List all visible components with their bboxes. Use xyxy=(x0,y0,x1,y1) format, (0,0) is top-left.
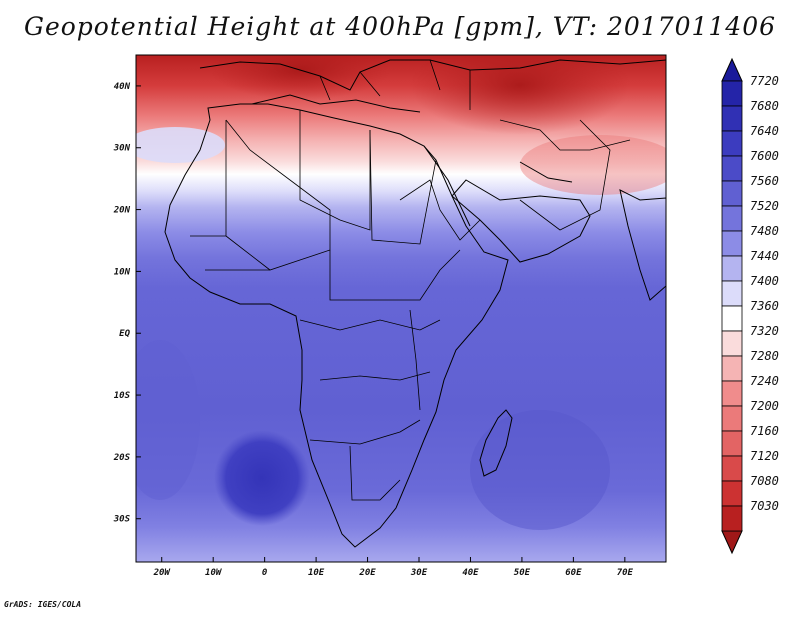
colorbar-swatch xyxy=(721,455,743,482)
colorbar-swatch xyxy=(721,155,743,182)
colorbar-label: 7600 xyxy=(750,149,779,163)
arabia-coastline xyxy=(451,179,591,263)
colorbar-label: 7480 xyxy=(750,224,779,238)
persian-gulf xyxy=(519,161,573,183)
coastlines xyxy=(164,59,666,548)
colorbar-swatch xyxy=(721,205,743,232)
x-tick-label: 30E xyxy=(410,568,428,578)
colorbar-swatch xyxy=(721,405,743,432)
colorbar-swatch xyxy=(721,280,743,307)
y-tick-label: EQ xyxy=(119,329,130,339)
x-tick-label: 40E xyxy=(462,568,479,578)
colorbar-label: 7120 xyxy=(750,449,779,463)
colorbar-top-arrow xyxy=(721,57,743,82)
colorbar-label: 7320 xyxy=(750,324,779,338)
x-tick-label: 20E xyxy=(358,568,376,578)
colorbar-label: 7560 xyxy=(750,174,779,188)
colorbar-label: 7520 xyxy=(750,199,779,213)
colorbar-label: 7280 xyxy=(750,349,779,363)
chart-title: Geopotential Height at 400hPa [gpm], VT:… xyxy=(23,12,777,41)
colorbar-swatch xyxy=(721,330,743,357)
country-borders xyxy=(190,59,631,501)
colorbar-swatch xyxy=(721,180,743,207)
india-coastline xyxy=(619,189,666,301)
colorbar-label: 7200 xyxy=(750,399,779,413)
x-tick-label: 20W xyxy=(153,568,172,578)
y-tick-label: 20N xyxy=(113,206,131,216)
colorbar-label: 7400 xyxy=(750,274,779,288)
x-tick-label: 10W xyxy=(205,568,223,578)
colorbar-label: 7080 xyxy=(750,474,779,488)
grads-credit: GrADS: IGES/COLA xyxy=(4,600,82,609)
colorbar: 7720 7680 7640 7600 7560 7520 7480 7440 7400 7360… xyxy=(721,57,779,555)
y-tick-label: 30N xyxy=(113,144,131,154)
y-axis: 40N 30N 20N 10N EQ 10S 20S 30S xyxy=(113,82,141,525)
y-tick-label: 20S xyxy=(113,453,131,463)
y-tick-label: 30S xyxy=(113,515,131,525)
colorbar-label: 7440 xyxy=(750,249,779,263)
madagascar-coastline xyxy=(479,409,513,477)
colorbar-label: 7240 xyxy=(750,374,779,388)
colorbar-swatch xyxy=(721,105,743,132)
africa-coastline xyxy=(164,103,509,548)
x-tick-label: 0 xyxy=(262,568,268,578)
colorbar-swatch xyxy=(721,480,743,507)
colorbar-swatch xyxy=(721,80,743,107)
x-tick-label: 50E xyxy=(514,568,531,578)
colorbar-swatch xyxy=(721,380,743,407)
height-field xyxy=(136,55,666,562)
colorbar-swatch xyxy=(721,255,743,282)
red-sea xyxy=(423,145,471,227)
colorbar-label: 7640 xyxy=(750,124,779,138)
mediterranean-south xyxy=(251,94,421,113)
europe-coastline xyxy=(199,59,666,91)
colorbar-label: 7360 xyxy=(750,299,779,313)
colorbar-swatch xyxy=(721,305,743,332)
colorbar-swatch xyxy=(721,230,743,257)
x-tick-label: 70E xyxy=(617,568,634,578)
colorbar-label: 7030 xyxy=(750,499,779,513)
y-tick-label: 10S xyxy=(114,391,131,401)
colorbar-label: 7680 xyxy=(750,99,779,113)
x-tick-label: 10E xyxy=(308,568,325,578)
y-tick-label: 40N xyxy=(114,82,131,92)
colorbar-label: 7160 xyxy=(750,424,779,438)
colorbar-swatch xyxy=(721,505,743,532)
colorbar-bottom-arrow xyxy=(721,530,743,555)
colorbar-swatch xyxy=(721,355,743,382)
colorbar-label: 7720 xyxy=(750,74,779,88)
colorbar-swatch xyxy=(721,430,743,457)
plot-frame xyxy=(135,54,667,563)
x-tick-label: 60E xyxy=(565,568,582,578)
colorbar-swatch xyxy=(721,130,743,157)
y-tick-label: 10N xyxy=(114,267,131,277)
x-axis: 20W 10W 0 10E 20E 30E 40E 50E 60E 70E xyxy=(153,557,634,578)
